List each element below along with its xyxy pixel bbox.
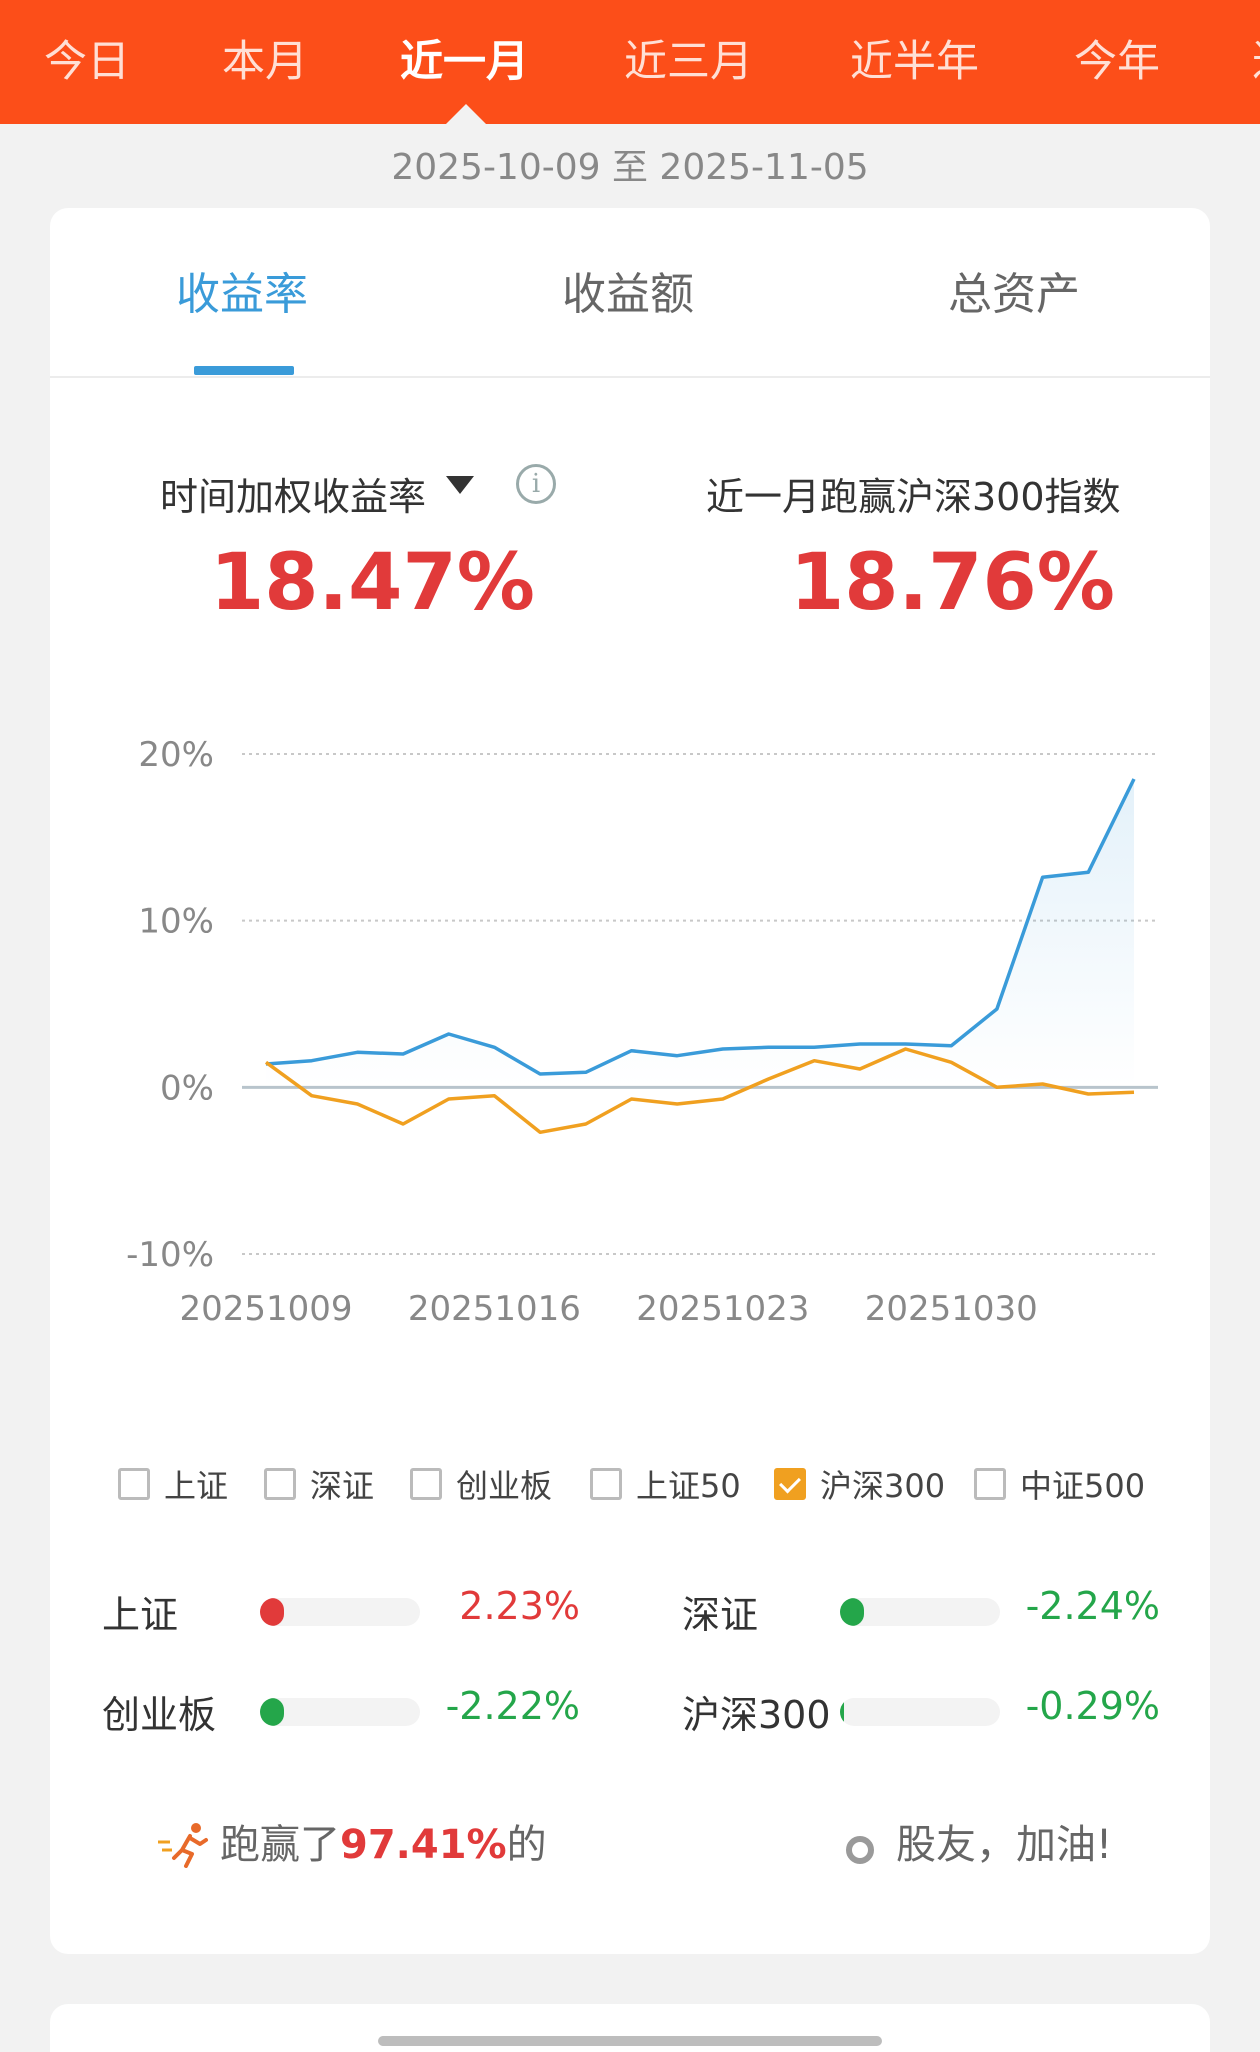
y-tick-label: -10%: [126, 1235, 214, 1275]
benchmark-line: [264, 1047, 1135, 1135]
active-tab-underline: [194, 366, 294, 375]
index-name-shenzhen: 深证: [682, 1593, 759, 1637]
return-line-chart: 20% 10% 0% -10% 20251009 20251016 20251023 2025…: [126, 735, 1158, 1329]
index-name-shanghai: 上证: [102, 1593, 179, 1637]
return-rate-value: 18.47%: [210, 538, 535, 628]
index-bar-shenzhen: [840, 1598, 1000, 1626]
x-tick-label: 20251030: [865, 1289, 1038, 1329]
beat-percent: 97.41%: [340, 1822, 507, 1868]
index-check-label: 上证50: [636, 1467, 741, 1505]
checkbox-icon: [590, 1468, 622, 1500]
index-check-label: 上证: [164, 1467, 229, 1505]
index-bar-chinext: [260, 1698, 420, 1726]
tab-return-amount[interactable]: 收益额: [562, 269, 694, 320]
period-tab-last-month[interactable]: 近一月: [400, 37, 529, 87]
beat-suffix: 的: [506, 1822, 547, 1868]
portfolio-area: [266, 779, 1134, 1088]
index-bar-csi300: [840, 1698, 1000, 1726]
index-bar-fill: [840, 1698, 844, 1726]
y-tick-label: 20%: [138, 735, 214, 775]
info-icon[interactable]: i: [516, 464, 556, 504]
period-tab-past[interactable]: 过: [1252, 30, 1260, 94]
index-pct-chinext: -2.22%: [445, 1684, 580, 1728]
tab-return-rate[interactable]: 收益率: [176, 269, 308, 320]
period-tab-this-year[interactable]: 今年: [1074, 37, 1160, 87]
period-tab-today[interactable]: 今日: [44, 37, 130, 87]
index-check-label: 深证: [310, 1467, 375, 1505]
returns-card: 收益率 收益额 总资产 时间加权收益率 i 近一月跑赢沪深300指数 18.47…: [50, 208, 1210, 1954]
index-check-label: 沪深300: [820, 1467, 946, 1505]
runner-icon: [158, 1823, 208, 1868]
beat-index-label: 近一月跑赢沪深300指数: [706, 475, 1121, 519]
checkbox-icon: [118, 1468, 150, 1500]
y-tick-label: 0%: [160, 1068, 214, 1108]
period-tab-this-month[interactable]: 本月: [222, 37, 308, 87]
index-check-sse50[interactable]: 上证50: [590, 1462, 741, 1506]
home-indicator[interactable]: [378, 2036, 882, 2046]
beat-index-value: 18.76%: [790, 538, 1115, 628]
y-tick-label: 10%: [138, 902, 214, 942]
active-period-caret: [446, 104, 486, 124]
date-range: 2025-10-09 至 2025-11-05: [391, 147, 869, 188]
return-type-label[interactable]: 时间加权收益率: [160, 475, 427, 519]
index-name-chinext: 创业板: [102, 1693, 217, 1737]
index-bar-shanghai: [260, 1598, 420, 1626]
x-tick-label: 20251016: [408, 1289, 581, 1329]
tab-total-assets[interactable]: 总资产: [948, 269, 1080, 320]
period-bar: 今日 本月 近一月 近三月 近半年 今年 过: [0, 0, 1260, 124]
checkbox-icon: [410, 1468, 442, 1500]
index-check-csi300[interactable]: 沪深300: [774, 1462, 945, 1506]
index-bar-fill: [260, 1698, 284, 1726]
checkbox-checked-icon: [774, 1468, 806, 1500]
index-check-chinext[interactable]: 创业板: [410, 1462, 552, 1506]
index-pct-csi300: -0.29%: [1025, 1684, 1160, 1728]
cheer-text: 股友，加油!: [896, 1822, 1113, 1868]
period-tab-last-6-months[interactable]: 近半年: [850, 37, 979, 87]
index-bar-fill: [260, 1598, 284, 1626]
index-pct-shanghai: 2.23%: [459, 1584, 580, 1628]
tab-divider: [50, 376, 1210, 378]
index-check-shenzhen[interactable]: 深证: [264, 1462, 374, 1506]
ring-icon: [846, 1836, 874, 1864]
index-pct-shenzhen: -2.24%: [1025, 1584, 1160, 1628]
index-bar-fill: [840, 1598, 864, 1626]
period-tab-last-3-months[interactable]: 近三月: [624, 37, 753, 87]
x-tick-label: 20251009: [179, 1289, 352, 1329]
index-name-csi300: 沪深300: [682, 1693, 831, 1737]
checkbox-icon: [974, 1468, 1006, 1500]
index-check-shanghai[interactable]: 上证: [118, 1462, 228, 1506]
beat-prefix: 跑赢了: [220, 1822, 340, 1868]
dropdown-triangle-icon[interactable]: [446, 476, 474, 494]
beat-percent-text: 跑赢了97.41%的: [220, 1812, 547, 1872]
x-tick-label: 20251023: [636, 1289, 809, 1329]
index-check-label: 中证500: [1020, 1467, 1146, 1505]
index-check-label: 创业板: [456, 1467, 553, 1505]
portfolio-line: [265, 778, 1136, 1076]
checkbox-icon: [264, 1468, 296, 1500]
index-check-csi500[interactable]: 中证500: [974, 1462, 1145, 1506]
